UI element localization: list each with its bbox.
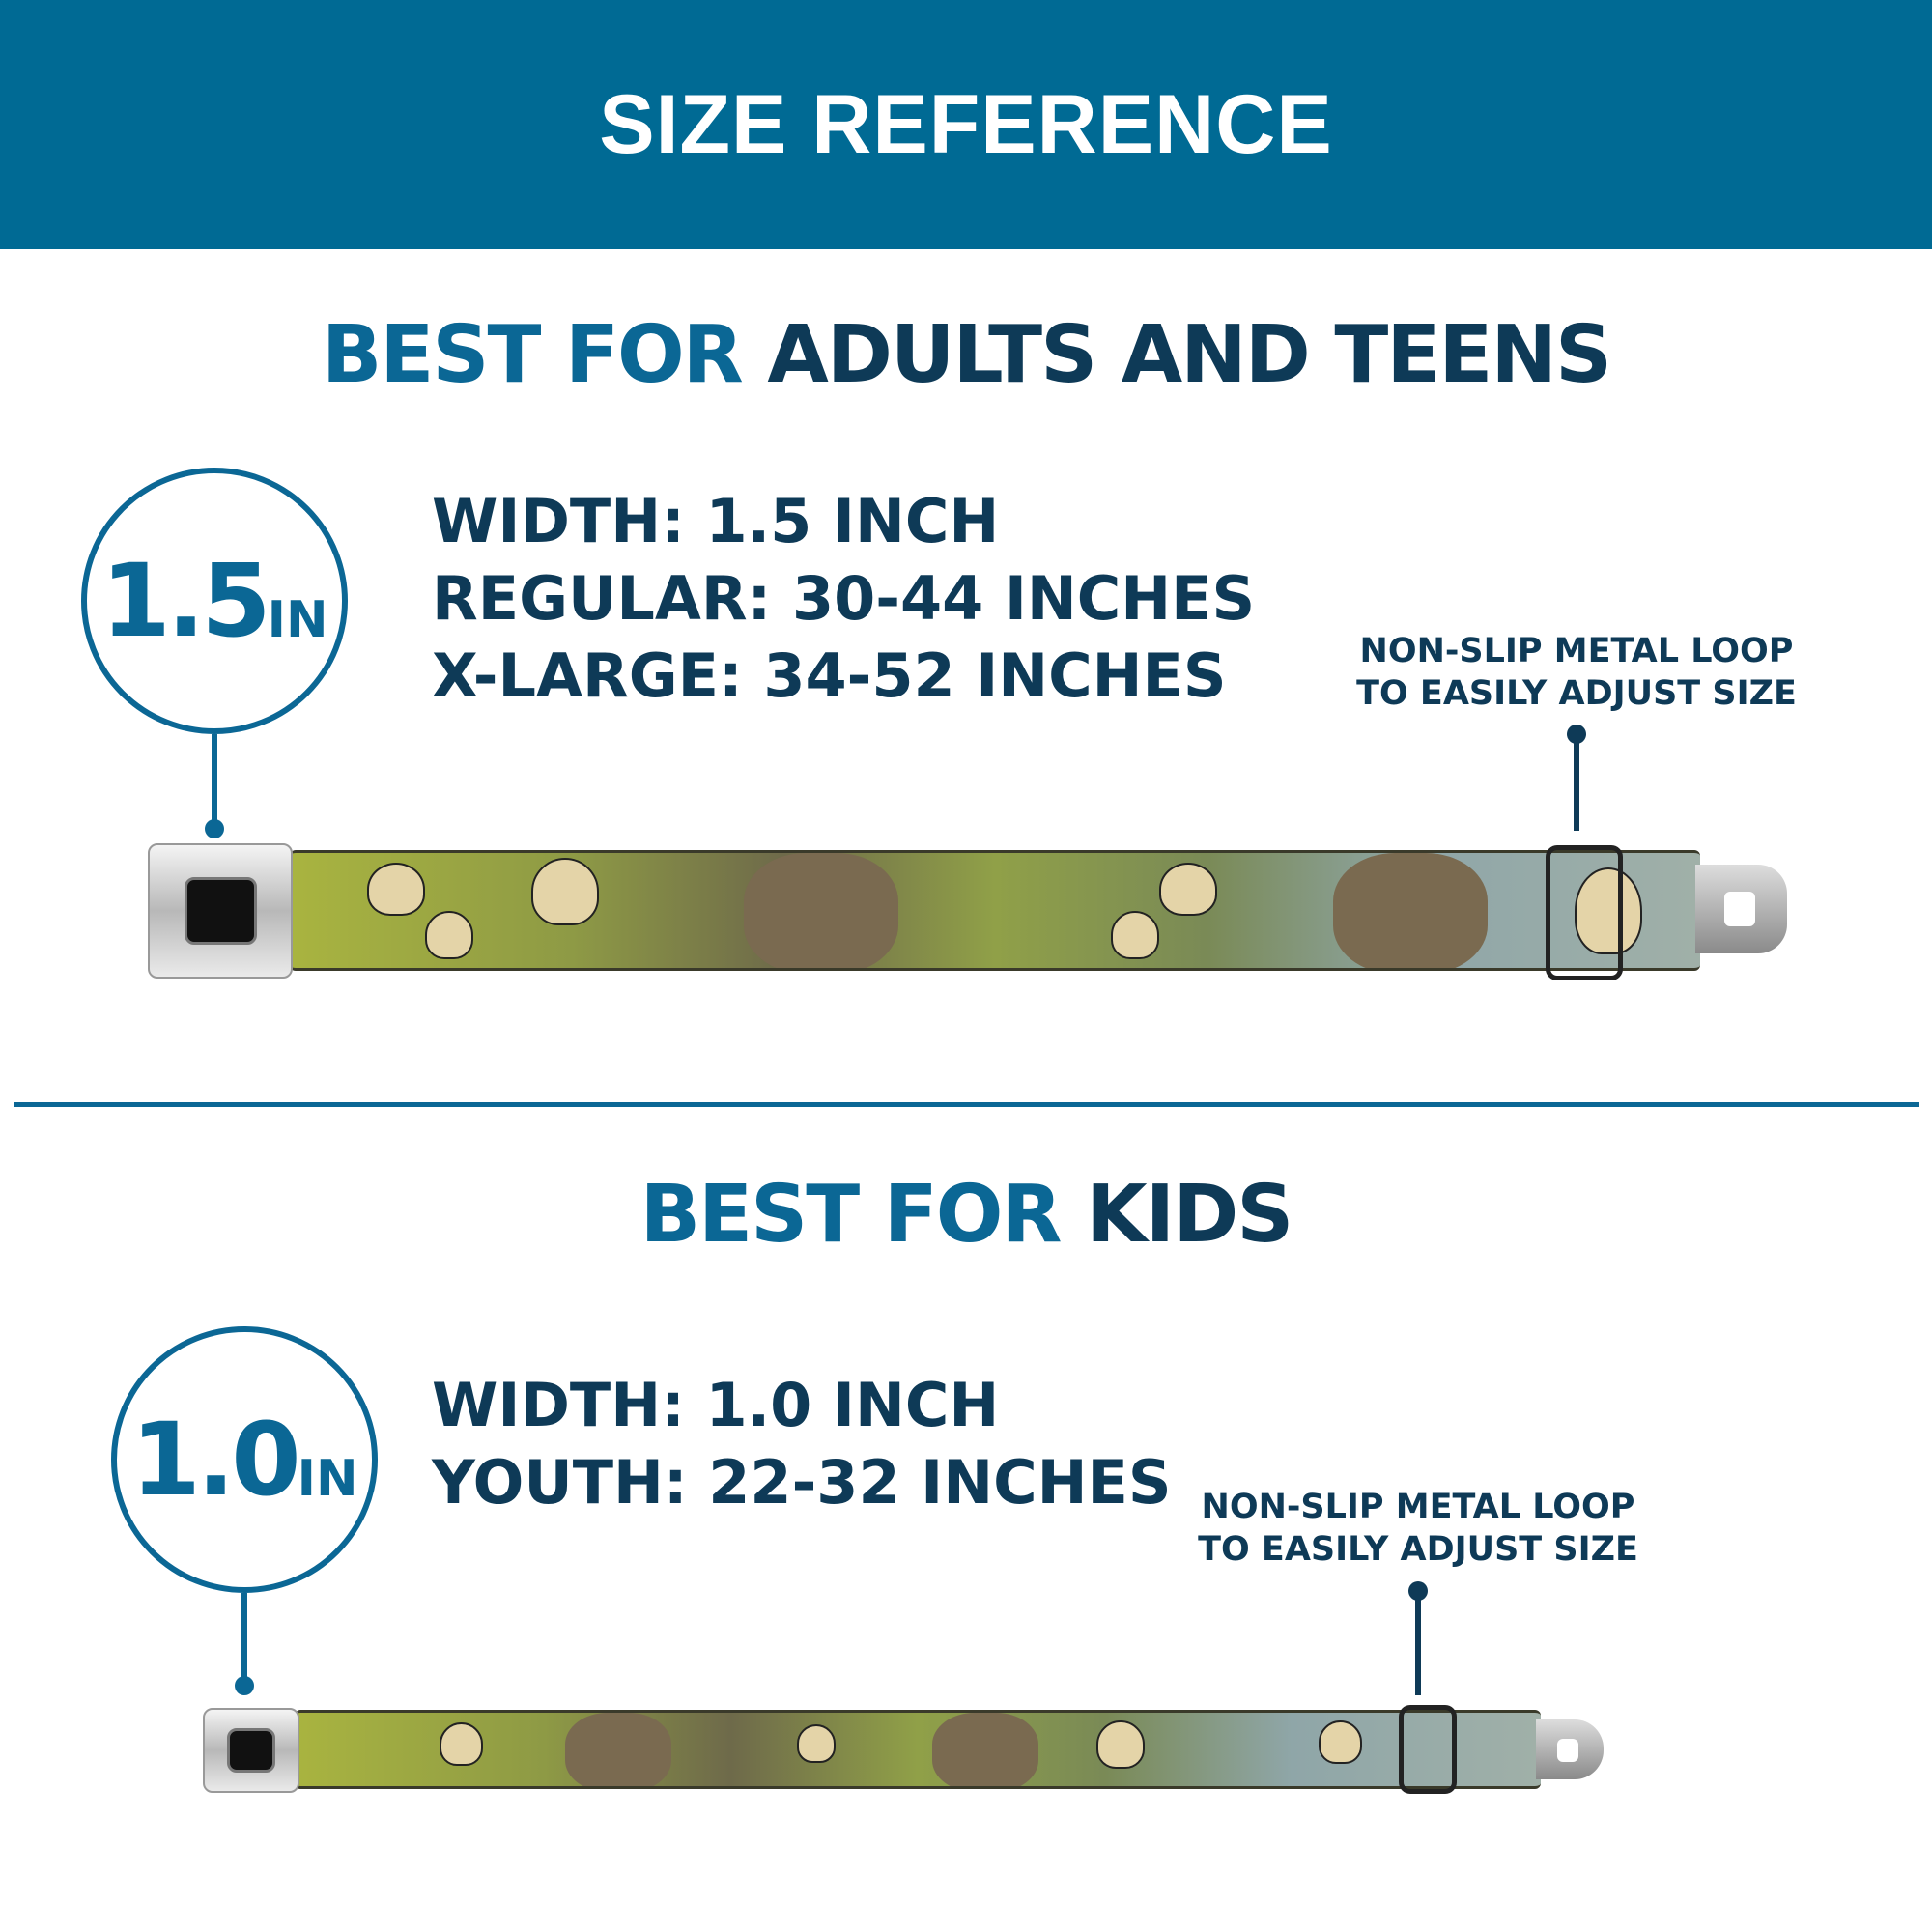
belt-strap [295,1710,1541,1789]
note-connector [1415,1589,1421,1695]
note-connector [1574,734,1579,831]
metal-loop [1399,1705,1457,1794]
connector-dot [205,819,224,838]
spec-line: YOUTH: 22-32 INCHES [432,1447,1172,1518]
buckle-tongue [1695,865,1787,953]
metal-loop [1546,845,1623,980]
spec-line: WIDTH: 1.5 INCH [432,486,1000,556]
kids-width-badge: 1.0 IN [111,1326,378,1593]
spec-line: X-LARGE: 34-52 INCHES [432,640,1227,711]
buckle-tongue [1536,1719,1604,1779]
seatbelt-buckle [203,1708,299,1793]
brand-logo-icon [227,1728,275,1773]
spec-line: REGULAR: 30-44 INCHES [432,563,1256,634]
note-line: TO EASILY ADJUST SIZE [1198,1530,1638,1569]
connector-dot [235,1676,254,1695]
belt-strap [290,850,1700,971]
spec-line: WIDTH: 1.0 INCH [432,1370,1000,1440]
seatbelt-buckle [148,843,293,979]
kids-loop-note: NON-SLIP METAL LOOP TO EASILY ADJUST SIZ… [1167,1486,1669,1571]
note-line: TO EASILY ADJUST SIZE [1356,674,1797,713]
adult-loop-note: NON-SLIP METAL LOOP TO EASILY ADJUST SIZ… [1325,630,1828,715]
adult-width-badge: 1.5 IN [81,468,348,734]
badge-connector [212,734,217,826]
header-banner: SIZE REFERENCE [0,0,1932,249]
adults-section-title: BEST FOR ADULTS AND TEENS [321,309,1612,401]
kids-section-title: BEST FOR KIDS [639,1169,1294,1261]
adult-specs: WIDTH: 1.5 INCH REGULAR: 30-44 INCHES X-… [432,483,1255,715]
section-divider [14,1102,1919,1107]
page-title: SIZE REFERENCE [599,77,1333,171]
badge-connector [242,1593,247,1680]
brand-logo-icon [184,877,257,945]
note-line: NON-SLIP METAL LOOP [1359,632,1794,670]
note-line: NON-SLIP METAL LOOP [1201,1488,1635,1526]
kids-specs: WIDTH: 1.0 INCH YOUTH: 22-32 INCHES [432,1367,1172,1521]
